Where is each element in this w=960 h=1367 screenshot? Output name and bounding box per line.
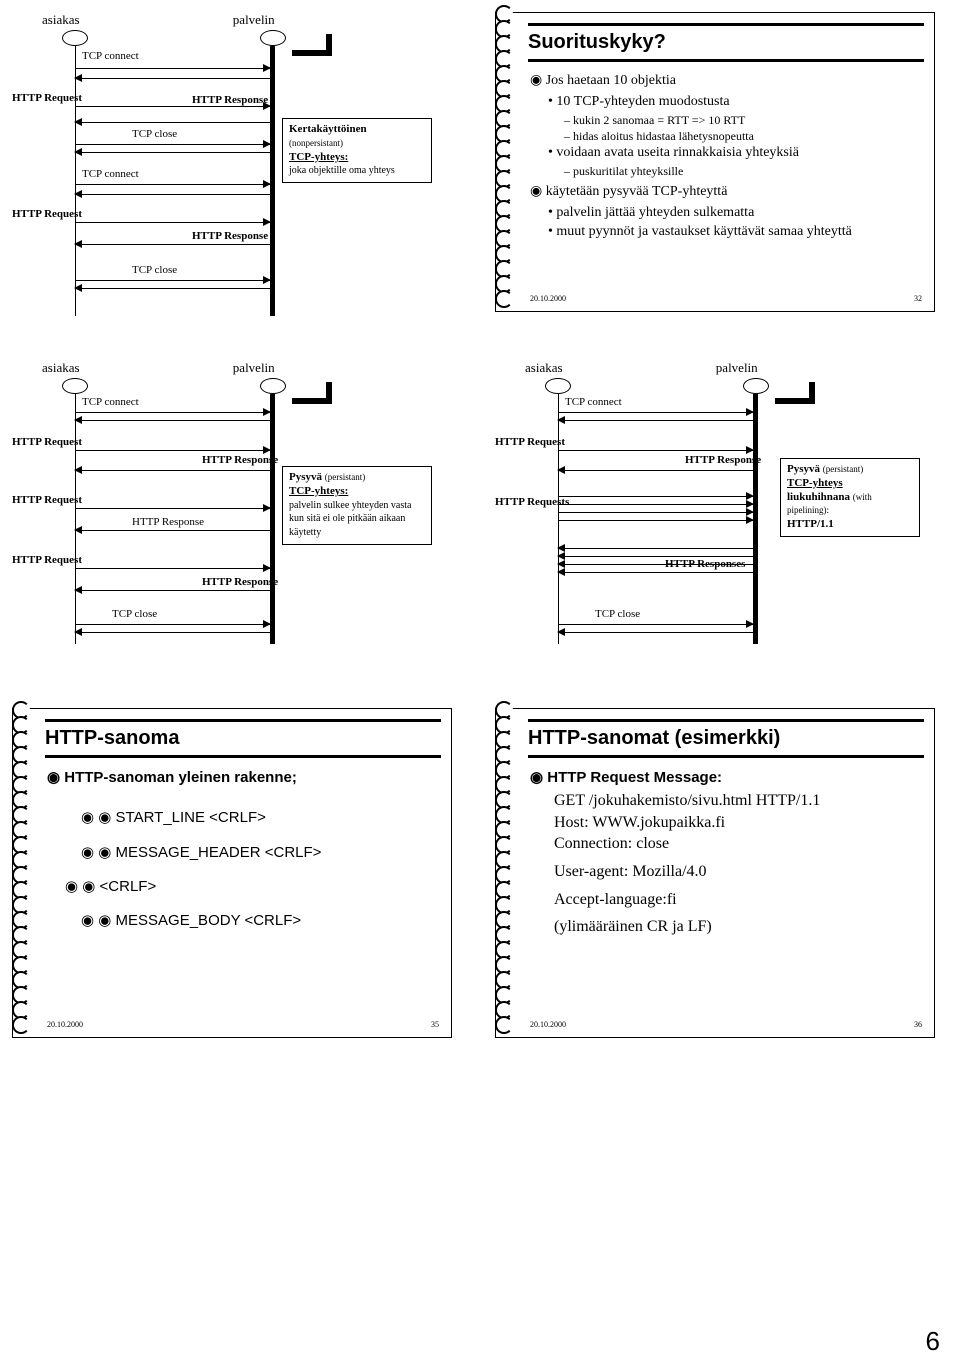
slide-1: asiakas palvelin TCP connect HTTP Reques… — [12, 12, 465, 320]
http-resp-c: HTTP Response — [202, 576, 278, 588]
http-resp-1: HTTP Response — [192, 94, 268, 106]
slide5-title: HTTP-sanoma — [45, 719, 441, 758]
anno-box-1: Kertakäyttöinen (nonpersistant) TCP-yhte… — [282, 118, 432, 183]
page-grid: asiakas palvelin TCP connect HTTP Reques… — [12, 12, 948, 1038]
slide5-page: 35 — [431, 1020, 439, 1031]
slide-2: Suorituskyky? Jos haetaan 10 objektia 10… — [495, 12, 935, 312]
slide6-date: 20.10.2000 — [530, 1020, 566, 1031]
page-number: 6 — [926, 1326, 940, 1357]
http-req-4: HTTP Request — [495, 436, 565, 448]
slide2-date: 20.10.2000 — [530, 294, 566, 305]
slide5-date: 20.10.2000 — [47, 1020, 83, 1031]
slide2-page: 32 — [914, 294, 922, 305]
slide-3: asiakas palvelin TCP connect HTTP Reques… — [12, 360, 465, 668]
anno-box-4: Pysyvä (persistant) TCP-yhteys liukuhihn… — [780, 458, 920, 537]
http-resp-2: HTTP Response — [192, 230, 268, 242]
slide-5: HTTP-sanoma HTTP-sanoman yleinen rakenne… — [12, 708, 452, 1038]
palvelin-label-3: palvelin — [233, 360, 275, 375]
palvelin-label: palvelin — [233, 12, 275, 27]
http-reqs-4: HTTP Requests — [495, 496, 569, 508]
tcp-close-1: TCP close — [132, 128, 177, 140]
tcp-close-4: TCP close — [595, 608, 640, 620]
tcp-connect-2: TCP connect — [82, 168, 139, 180]
slide6-bullets: HTTP Request Message: GET /jokuhakemisto… — [530, 768, 924, 938]
http-resp-4: HTTP Response — [685, 454, 761, 466]
slide2-title: Suorituskyky? — [528, 23, 924, 62]
http-req-c: HTTP Request — [12, 554, 82, 566]
tcp-close: TCP close — [112, 608, 157, 620]
tcp-close-2: TCP close — [132, 264, 177, 276]
http-req-2: HTTP Request — [12, 208, 82, 220]
http-resp-b: HTTP Response — [132, 516, 204, 528]
slide5-bullets: HTTP-sanoman yleinen rakenne; ◉ START_LI… — [47, 768, 441, 931]
asiakas-label-4: asiakas — [525, 360, 563, 375]
tcp-connect-1: TCP connect — [82, 50, 139, 62]
slide-6: HTTP-sanomat (esimerkki) HTTP Request Me… — [495, 708, 935, 1038]
http-req-b: HTTP Request — [12, 494, 82, 506]
tcp-connect: TCP connect — [82, 396, 139, 408]
slide6-page: 36 — [914, 1020, 922, 1031]
asiakas-label: asiakas — [42, 12, 80, 27]
slide-4: asiakas palvelin TCP connect HTTP Reques… — [495, 360, 948, 668]
http-req-1: HTTP Request — [12, 92, 82, 104]
http-req: HTTP Request — [12, 436, 82, 448]
http-resp: HTTP Response — [202, 454, 278, 466]
slide2-bullets: Jos haetaan 10 objektia 10 TCP-yhteyden … — [530, 72, 924, 242]
palvelin-label-4: palvelin — [716, 360, 758, 375]
tcp-connect-4: TCP connect — [565, 396, 622, 408]
anno-box-3: Pysyvä (persistant) TCP-yhteys: palvelin… — [282, 466, 432, 545]
asiakas-label-3: asiakas — [42, 360, 80, 375]
slide6-title: HTTP-sanomat (esimerkki) — [528, 719, 924, 758]
